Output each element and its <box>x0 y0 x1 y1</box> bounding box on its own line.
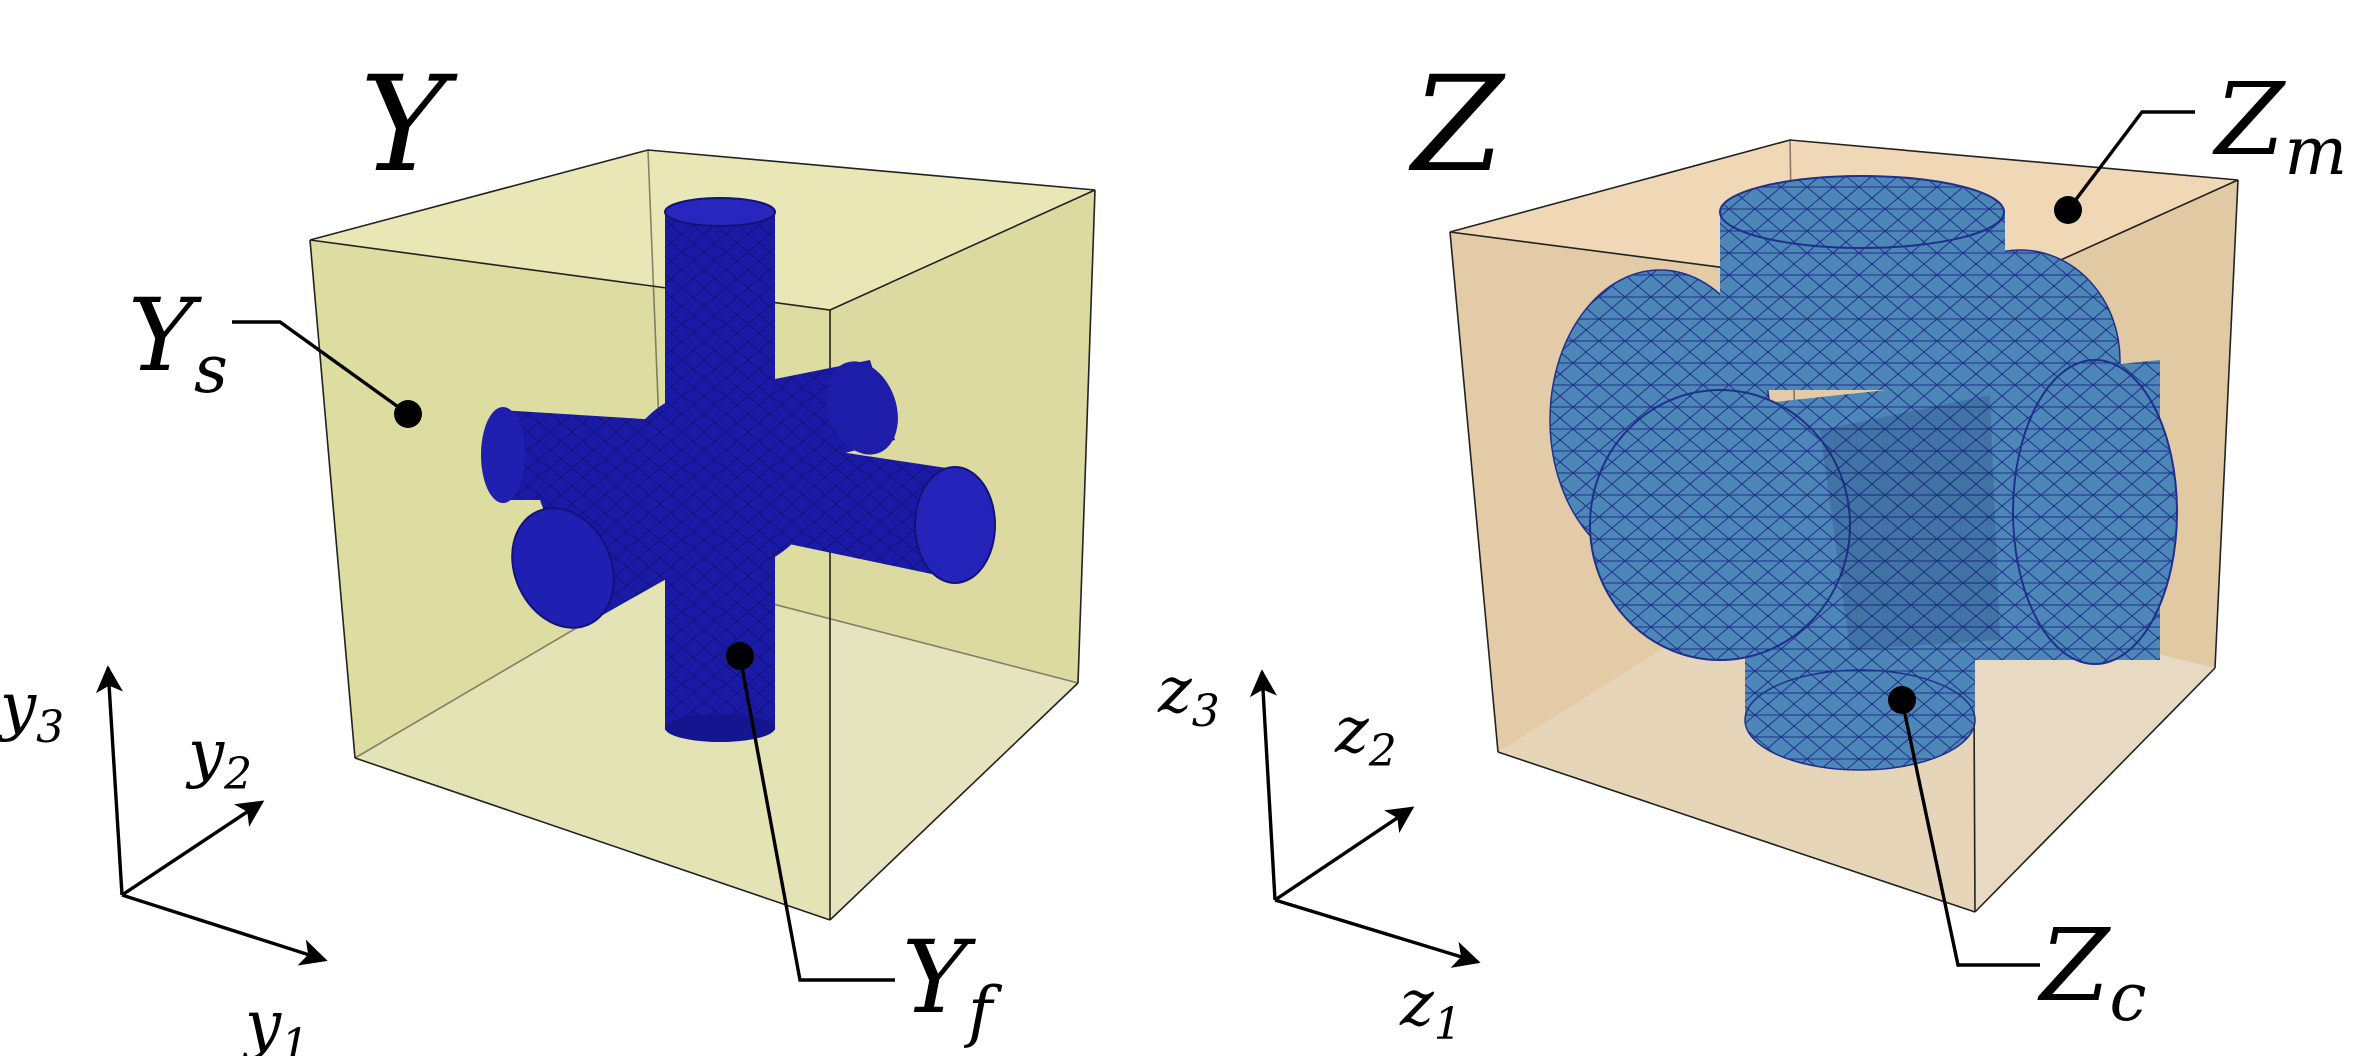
axes-y: y1 y2 y3 <box>0 665 328 1056</box>
axes-z: z1 z2 z3 <box>1157 654 1481 1050</box>
solid-leader <box>232 320 409 416</box>
axis-z1-label: z1 <box>1399 967 1462 1050</box>
axis-z3-label: z3 <box>1157 654 1220 737</box>
matrix-marker <box>2054 196 2082 224</box>
solid-label: Ys <box>128 277 228 408</box>
core-leader <box>1900 699 2040 967</box>
axis-z2-label: z2 <box>1334 694 1397 777</box>
axis-y1-label: y1 <box>242 988 309 1056</box>
matrix-label: Zm <box>2212 61 2347 190</box>
cell-z: Z Zm Zc z1 z2 z3 <box>1157 48 2347 1050</box>
axis-y2-label: y2 <box>185 717 252 800</box>
fiber-cross <box>481 197 996 742</box>
solid-marker <box>394 400 422 428</box>
fiber-label: Yf <box>902 919 1003 1050</box>
cell-y-title: Y <box>360 48 458 202</box>
fiber-marker <box>726 642 754 670</box>
cell-y: Y Ys Yf y1 y2 y3 <box>0 48 1096 1056</box>
core-marker <box>1888 686 1916 714</box>
cell-z-title: Z <box>1408 48 1506 202</box>
fiber-leader <box>738 655 895 982</box>
core-label: Zc <box>2037 907 2146 1036</box>
inclusion-core <box>1549 175 2178 771</box>
matrix-leader <box>2066 110 2195 212</box>
axis-y3-label: y3 <box>0 670 64 753</box>
